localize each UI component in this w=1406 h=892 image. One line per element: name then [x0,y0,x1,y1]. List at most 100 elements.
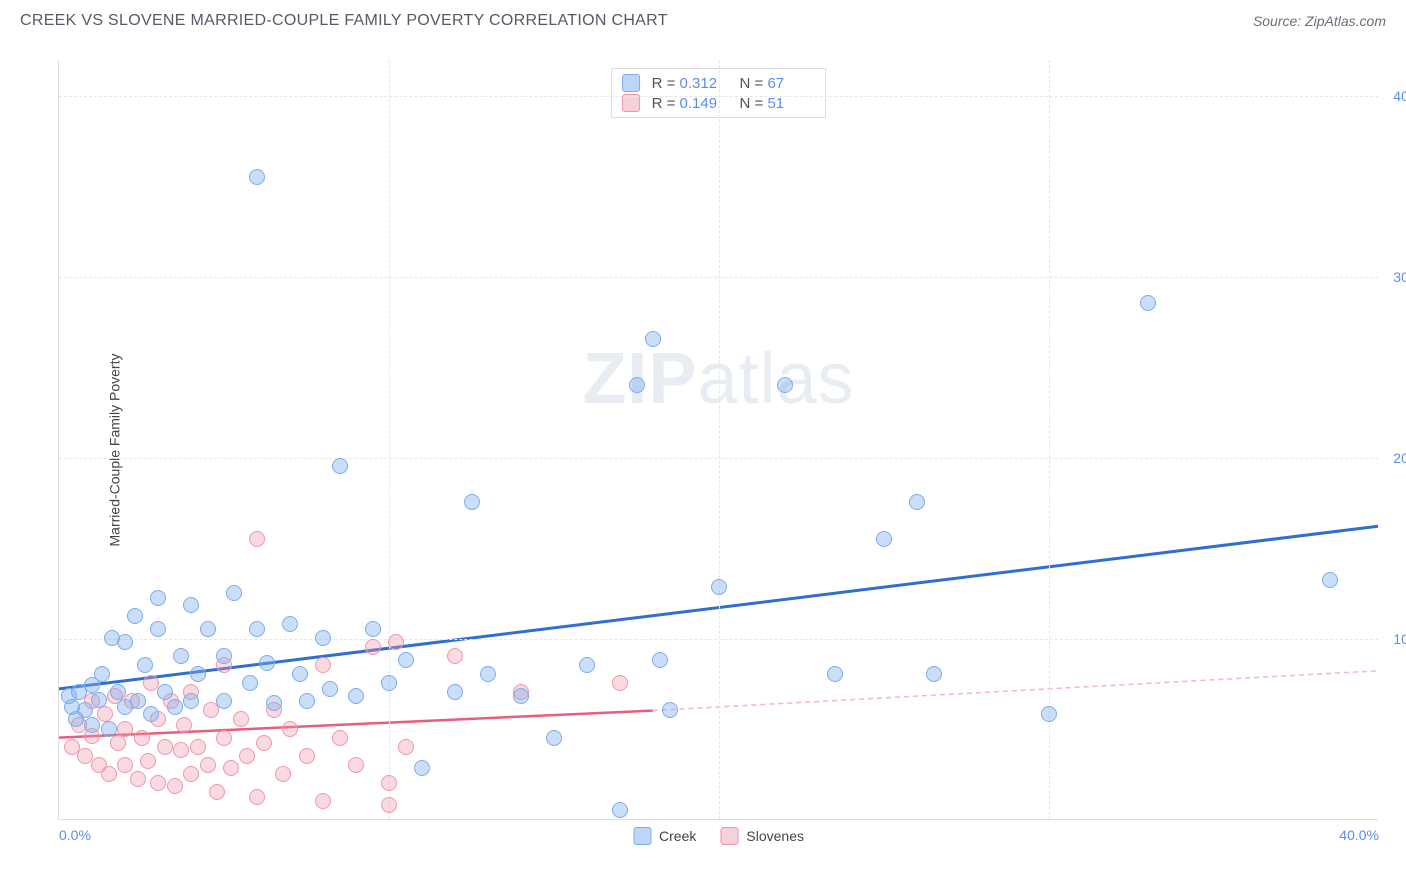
data-point [91,692,107,708]
data-point [216,730,232,746]
data-point [97,706,113,722]
data-point [365,621,381,637]
data-point [827,666,843,682]
data-point [190,666,206,682]
legend-label: Creek [659,828,696,844]
data-point [414,760,430,776]
data-point [652,652,668,668]
data-point [645,331,661,347]
data-point [876,531,892,547]
data-point [226,585,242,601]
data-point [84,717,100,733]
data-point [216,693,232,709]
r-label: R = [652,75,676,92]
data-point [200,621,216,637]
data-point [140,753,156,769]
data-point [173,742,189,758]
r-value: 0.312 [680,75,728,92]
data-point [388,634,404,650]
data-point [117,634,133,650]
data-point [143,706,159,722]
data-point [167,699,183,715]
data-point [381,775,397,791]
data-point [190,739,206,755]
data-point [292,666,308,682]
y-tick-label: 20.0% [1393,450,1406,466]
data-point [480,666,496,682]
data-point [249,531,265,547]
data-point [117,721,133,737]
data-point [332,730,348,746]
data-point [200,757,216,773]
data-point [209,784,225,800]
n-label: N = [740,75,764,92]
plot-area: ZIPatlas R = 0.312 N = 67 R = 0.149 N = … [58,60,1378,820]
data-point [398,652,414,668]
swatch-icon [633,827,651,845]
data-point [130,771,146,787]
data-point [299,748,315,764]
data-point [150,621,166,637]
data-point [137,657,153,673]
data-point [1322,572,1338,588]
data-point [173,648,189,664]
data-point [348,757,364,773]
data-point [101,721,117,737]
data-point [101,766,117,782]
data-point [777,377,793,393]
data-point [223,760,239,776]
data-point [167,778,183,794]
n-value: 67 [767,75,815,92]
data-point [275,766,291,782]
legend-item-creek: Creek [633,827,696,845]
data-point [183,693,199,709]
data-point [282,721,298,737]
legend-item-slovenes: Slovenes [720,827,804,845]
data-point [332,458,348,474]
data-point [299,693,315,709]
data-point [239,748,255,764]
data-point [249,621,265,637]
chart-container: Married-Couple Family Poverty ZIPatlas R… [48,50,1388,850]
data-point [926,666,942,682]
data-point [183,766,199,782]
bottom-legend: Creek Slovenes [633,827,804,845]
data-point [612,675,628,691]
data-point [398,739,414,755]
data-point [662,702,678,718]
y-tick-label: 40.0% [1393,88,1406,104]
data-point [176,717,192,733]
data-point [315,630,331,646]
data-point [612,802,628,818]
data-point [447,684,463,700]
data-point [157,684,173,700]
data-point [348,688,364,704]
data-point [381,675,397,691]
data-point [150,590,166,606]
legend-label: Slovenes [746,828,804,844]
x-tick-label: 0.0% [59,827,91,843]
data-point [150,775,166,791]
data-point [233,711,249,727]
data-point [130,693,146,709]
data-point [216,648,232,664]
data-point [110,735,126,751]
swatch-icon [622,74,640,92]
y-tick-label: 30.0% [1393,269,1406,285]
data-point [1140,295,1156,311]
data-point [315,657,331,673]
data-point [266,695,282,711]
data-point [249,169,265,185]
gridline-v [719,60,720,819]
data-point [183,597,199,613]
data-point [322,681,338,697]
chart-source: Source: ZipAtlas.com [1253,13,1386,29]
data-point [117,757,133,773]
data-point [127,608,143,624]
data-point [447,648,463,664]
data-point [909,494,925,510]
data-point [256,735,272,751]
data-point [249,789,265,805]
x-tick-label: 40.0% [1339,827,1379,843]
data-point [259,655,275,671]
